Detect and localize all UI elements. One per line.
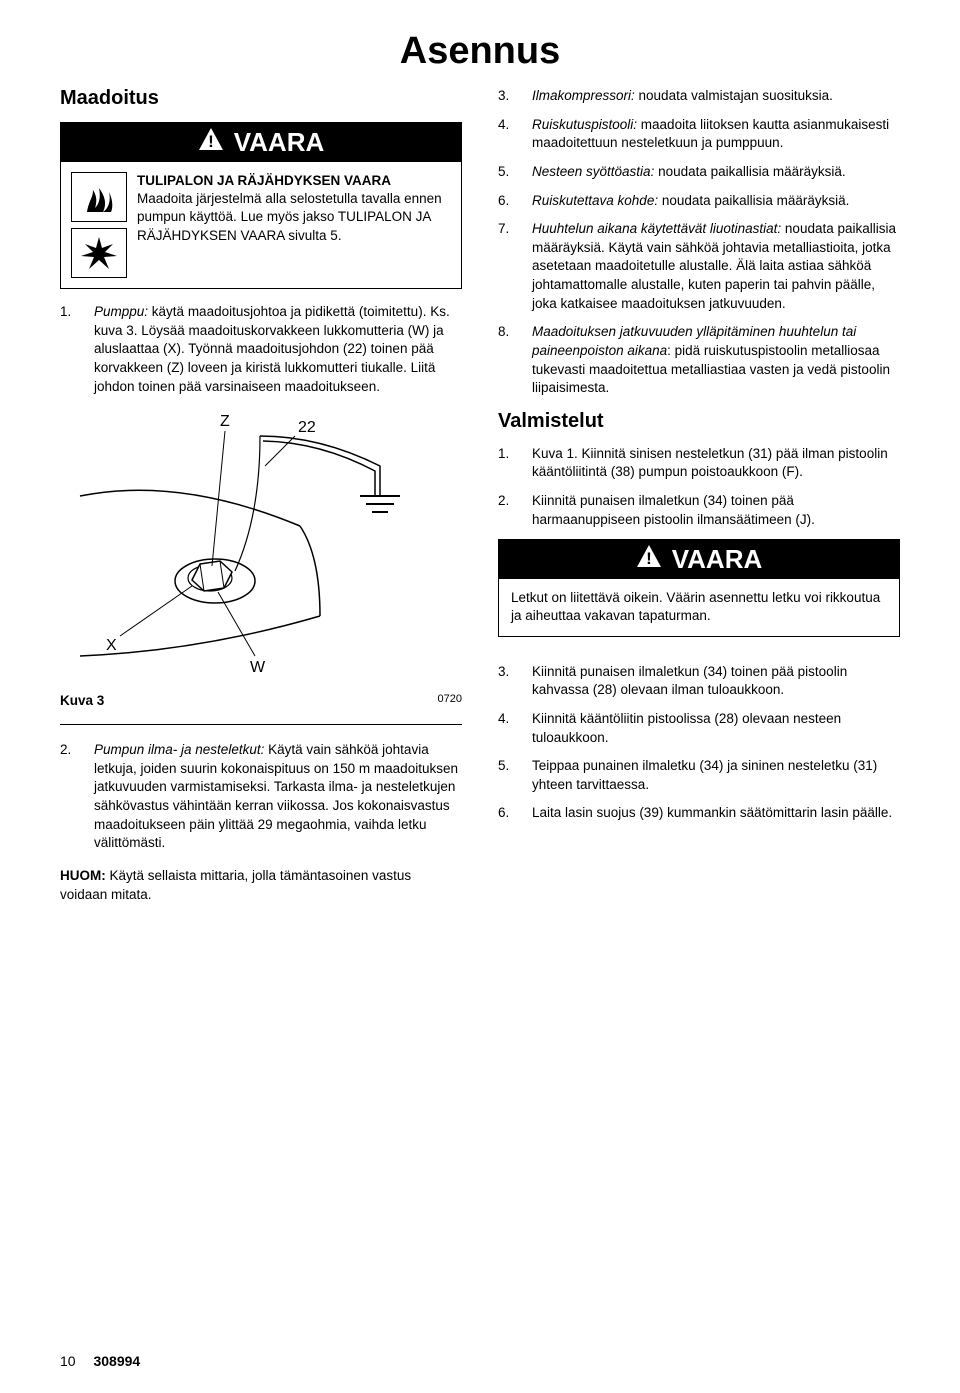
item-lead: Ruiskutettava kohde: [532, 193, 658, 208]
warning-box-fire: ! VAARA [60, 122, 462, 289]
item-number: 4. [498, 710, 514, 747]
warning-triangle-icon: ! [636, 544, 662, 575]
item-number: 1. [60, 303, 76, 396]
item-text: Ilmakompressori: noudata valmistajan suo… [532, 87, 900, 106]
list-item: 6. Laita lasin suojus (39) kummankin säät… [498, 804, 900, 823]
item-text: Pumppu: käytä maadoitusjohtoa ja pidiket… [94, 303, 462, 396]
list-item: 5. Teippaa punainen ilmaletku (34) ja sin… [498, 757, 900, 794]
item-text: Kuva 1. Kiinnitä sinisen nesteletkun (31… [532, 445, 900, 482]
item-number: 8. [498, 323, 514, 398]
note-label: HUOM: [60, 868, 106, 883]
warning-text: TULIPALON JA RÄJÄHDYKSEN VAARA Maadoita … [137, 172, 449, 278]
list-item: 1. Pumppu: käytä maadoitusjohtoa ja pidi… [60, 303, 462, 396]
warning-body: TULIPALON JA RÄJÄHDYKSEN VAARA Maadoita … [61, 162, 461, 288]
grounding-diagram: Z 22 X W [60, 406, 460, 686]
preparation-list-bottom: 3. Kiinnitä punaisen ilmaletkun (34) toin… [498, 663, 900, 823]
item-lead: Ruiskutuspistooli: [532, 117, 637, 132]
doc-number: 308994 [93, 1353, 140, 1369]
list-item: 2. Kiinnitä punaisen ilmaletkun (34) toin… [498, 492, 900, 529]
list-item: 3. Ilmakompressori: noudata valmistajan s… [498, 87, 900, 106]
figure-caption: Kuva 3 [60, 693, 104, 708]
item-text: Ruiskutuspistooli: maadoita liitoksen ka… [532, 116, 900, 153]
figure-caption-row: Kuva 3 0720 [60, 693, 462, 708]
item-text: Kiinnitä punaisen ilmaletkun (34) toinen… [532, 492, 900, 529]
list-item: 8.Maadoituksen jatkuvuuden ylläpitäminen… [498, 323, 900, 398]
list-item: 2. Pumpun ilma- ja nesteletkut: Käytä va… [60, 741, 462, 853]
warning-header-text: VAARA [234, 127, 325, 158]
item-number: 7. [498, 220, 514, 313]
figure-3: Z 22 X W Kuva 3 0720 [60, 406, 462, 708]
item-number: 5. [498, 757, 514, 794]
right-column: 3. Ilmakompressori: noudata valmistajan s… [498, 87, 900, 904]
list-item: 6. Ruiskutettava kohde: noudata paikallis… [498, 192, 900, 211]
list-item: 5. Nesteen syöttöastia: noudata paikallis… [498, 163, 900, 182]
section-heading-maadoitus: Maadoitus [60, 87, 462, 110]
item-text: Laita lasin suojus (39) kummankin säätöm… [532, 804, 900, 823]
fig-label-22: 22 [298, 419, 316, 436]
item-text: Maadoituksen jatkuvuuden ylläpitäminen h… [532, 323, 900, 398]
item-lead: Pumppu: [94, 304, 148, 319]
item-number: 4. [498, 116, 514, 153]
warning-header: ! VAARA [499, 540, 899, 579]
list-item: 7. Huuhtelun aikana käytettävät liuotinas… [498, 220, 900, 313]
warning-triangle-icon: ! [198, 127, 224, 158]
item-number: 6. [498, 804, 514, 823]
item-text: Teippaa punainen ilmaletku (34) ja sinin… [532, 757, 900, 794]
warning-icons [71, 172, 127, 278]
list-item: 3. Kiinnitä punaisen ilmaletkun (34) toin… [498, 663, 900, 700]
grounding-list-continued: 3. Ilmakompressori: noudata valmistajan s… [498, 87, 900, 398]
item-text: Pumpun ilma- ja nesteletkut: Käytä vain … [94, 741, 462, 853]
item-lead: Huuhtelun aikana käytettävät liuotinasti… [532, 221, 781, 236]
page-title: Asennus [60, 30, 900, 73]
item-text: Kiinnitä punaisen ilmaletkun (34) toinen… [532, 663, 900, 700]
fig-label-x: X [106, 637, 117, 654]
item-number: 3. [498, 87, 514, 106]
note-text: Käytä sellaista mittaria, jolla tämäntas… [60, 868, 411, 902]
item-number: 1. [498, 445, 514, 482]
fig-label-z: Z [220, 413, 230, 430]
item-lead: Pumpun ilma- ja nesteletkut: [94, 742, 264, 757]
page-number: 10 [60, 1353, 76, 1369]
item-number: 2. [60, 741, 76, 853]
warning-body-text: Maadoita järjestelmä alla selostetulla t… [137, 191, 442, 242]
preparation-list-top: 1. Kuva 1. Kiinnitä sinisen nesteletkun (… [498, 445, 900, 530]
left-column: Maadoitus ! VAARA [60, 87, 462, 904]
item-text: Ruiskutettava kohde: noudata paikallisia… [532, 192, 900, 211]
note: HUOM: Käytä sellaista mittaria, jolla tä… [60, 867, 462, 904]
figure-id: 0720 [438, 693, 462, 708]
item-number: 6. [498, 192, 514, 211]
warning-header-text: VAARA [672, 544, 763, 575]
item-text: Huuhtelun aikana käytettävät liuotinasti… [532, 220, 900, 313]
item-number: 2. [498, 492, 514, 529]
warning-title: TULIPALON JA RÄJÄHDYKSEN VAARA [137, 173, 391, 188]
svg-text:!: ! [208, 132, 214, 151]
two-column-layout: Maadoitus ! VAARA [60, 87, 900, 904]
page-footer: 10 308994 [60, 1353, 140, 1369]
warning-body-text: Letkut on liitettävä oikein. Väärin asen… [511, 590, 880, 623]
section-heading-valmistelut: Valmistelut [498, 410, 900, 433]
item-number: 3. [498, 663, 514, 700]
divider [60, 724, 462, 725]
item-lead: Ilmakompressori: [532, 88, 635, 103]
item-number: 5. [498, 163, 514, 182]
explosion-icon [71, 228, 127, 278]
item-text: Nesteen syöttöastia: noudata paikallisia… [532, 163, 900, 182]
svg-text:!: ! [646, 549, 652, 568]
list-item: 4. Ruiskutuspistooli: maadoita liitoksen … [498, 116, 900, 153]
item-text: Kiinnitä kääntöliitin pistoolissa (28) o… [532, 710, 900, 747]
item-lead: Nesteen syöttöastia: [532, 164, 654, 179]
fire-icon [71, 172, 127, 222]
warning-body: Letkut on liitettävä oikein. Väärin asen… [499, 579, 899, 635]
list-item: 4. Kiinnitä kääntöliitin pistoolissa (28)… [498, 710, 900, 747]
list-item: 1. Kuva 1. Kiinnitä sinisen nesteletkun (… [498, 445, 900, 482]
warning-box-hose: ! VAARA Letkut on liitettävä oikein. Vää… [498, 539, 900, 636]
warning-header: ! VAARA [61, 123, 461, 162]
fig-label-w: W [250, 659, 266, 676]
